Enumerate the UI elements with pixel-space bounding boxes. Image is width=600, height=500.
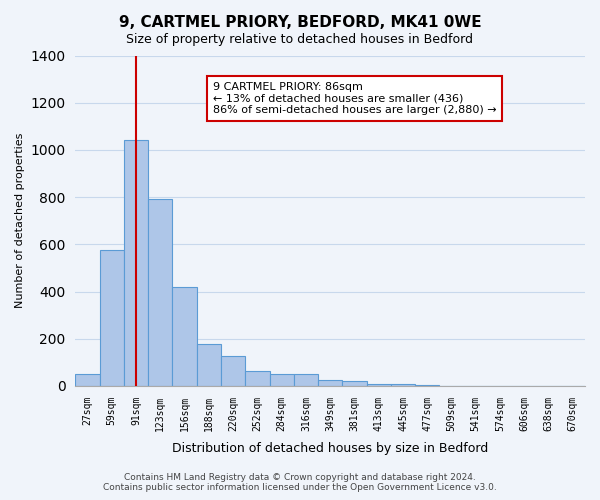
Bar xyxy=(294,374,318,386)
Bar xyxy=(318,380,343,386)
Text: Contains HM Land Registry data © Crown copyright and database right 2024.
Contai: Contains HM Land Registry data © Crown c… xyxy=(103,473,497,492)
Bar xyxy=(415,384,439,386)
Bar xyxy=(367,384,391,386)
X-axis label: Distribution of detached houses by size in Bedford: Distribution of detached houses by size … xyxy=(172,442,488,455)
Bar xyxy=(343,380,367,386)
Bar xyxy=(391,384,415,386)
Text: 9 CARTMEL PRIORY: 86sqm
← 13% of detached houses are smaller (436)
86% of semi-d: 9 CARTMEL PRIORY: 86sqm ← 13% of detache… xyxy=(213,82,497,115)
Bar xyxy=(76,374,100,386)
Bar xyxy=(172,287,197,386)
Text: 9, CARTMEL PRIORY, BEDFORD, MK41 0WE: 9, CARTMEL PRIORY, BEDFORD, MK41 0WE xyxy=(119,15,481,30)
Text: Size of property relative to detached houses in Bedford: Size of property relative to detached ho… xyxy=(127,32,473,46)
Bar xyxy=(148,200,172,386)
Bar xyxy=(124,140,148,386)
Bar xyxy=(221,356,245,386)
Bar xyxy=(197,344,221,386)
Bar xyxy=(269,374,294,386)
Y-axis label: Number of detached properties: Number of detached properties xyxy=(15,133,25,308)
Bar xyxy=(245,370,269,386)
Bar xyxy=(100,250,124,386)
